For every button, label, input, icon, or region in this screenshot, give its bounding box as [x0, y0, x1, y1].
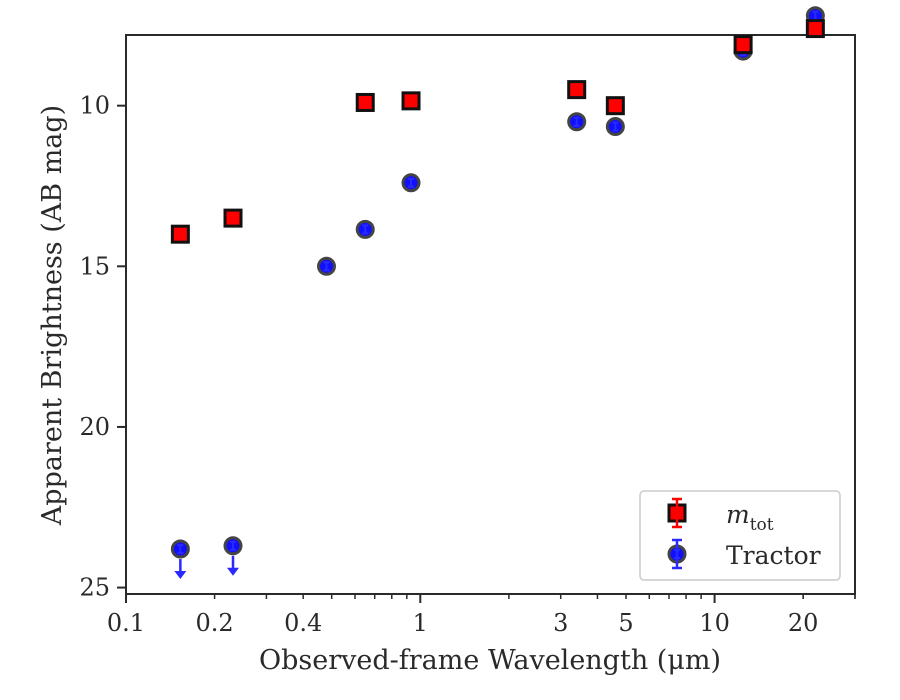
- x-axis-label: Observed-frame Wavelength (μm): [259, 645, 721, 676]
- data-point-tractor: [605, 117, 625, 137]
- y-tick-label: 25: [79, 574, 110, 602]
- data-point-m-tot: [733, 35, 753, 55]
- x-axis-ticks: 0.1 0.2 0.4 1 3 5 10 20: [107, 594, 856, 637]
- data-point-m-tot: [355, 92, 375, 112]
- x-tick-label: 5: [618, 609, 633, 637]
- x-tick-label: 3: [553, 609, 568, 637]
- data-point-tractor: [223, 536, 243, 576]
- y-axis-ticks: 10 15 20 25: [79, 92, 126, 602]
- y-tick-label: 15: [79, 252, 110, 280]
- legend-marker-tractor: [667, 538, 687, 570]
- data-point-m-tot: [223, 208, 243, 228]
- x-tick-label: 0.4: [284, 609, 322, 637]
- x-tick-label: 0.1: [107, 609, 145, 637]
- legend-square: [667, 497, 687, 529]
- y-tick-label: 20: [79, 413, 110, 441]
- series-layer: [170, 6, 825, 580]
- x-tick-label: 1: [413, 609, 428, 637]
- x-tick-label: 10: [699, 609, 730, 637]
- legend: mtot Tractor: [639, 490, 841, 581]
- upper-limit-arrow-head: [227, 567, 240, 576]
- legend-circle: [667, 538, 687, 570]
- upper-limit-arrow-head: [174, 571, 187, 580]
- data-point-m-tot: [401, 91, 421, 111]
- legend-label-m-tot: mtot: [726, 500, 774, 535]
- legend-box: [639, 490, 841, 581]
- data-point-tractor: [316, 256, 336, 276]
- data-point-tractor: [170, 539, 190, 580]
- data-point-m-tot: [805, 19, 825, 39]
- y-tick-label: 10: [79, 92, 110, 120]
- data-point-tractor: [567, 112, 587, 132]
- x-tick-label: 20: [788, 609, 819, 637]
- data-point-m-tot: [605, 96, 625, 116]
- x-tick-label: 0.2: [196, 609, 234, 637]
- data-point-m-tot: [170, 224, 190, 244]
- data-point-tractor: [401, 173, 421, 193]
- legend-label-tractor: Tractor: [726, 541, 821, 570]
- y-axis-label: Apparent Brightness (AB mag): [37, 105, 68, 526]
- data-point-m-tot: [567, 80, 587, 100]
- legend-marker-m-tot: [667, 497, 687, 529]
- data-point-tractor: [355, 219, 375, 239]
- plot-area: 0.1 0.2 0.4 1 3 5 10 20 10 15 20 25: [79, 6, 856, 637]
